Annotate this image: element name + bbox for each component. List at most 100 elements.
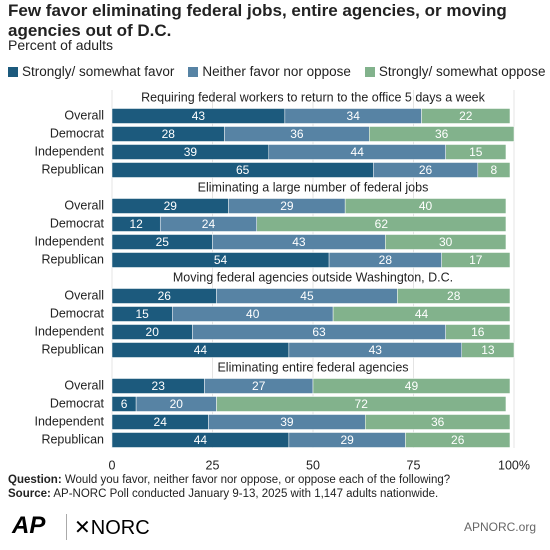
data-label: 8 (491, 163, 498, 177)
norc-logo: ✕NORC (74, 517, 150, 539)
data-label: 62 (375, 217, 389, 231)
data-label: 23 (152, 379, 166, 393)
legend-swatch (364, 66, 375, 77)
data-label: 16 (471, 325, 485, 339)
bar-segment (405, 432, 511, 448)
data-label: 29 (164, 199, 178, 213)
group-title: Eliminating a large number of federal jo… (198, 180, 429, 194)
data-label: 43 (192, 109, 206, 123)
bar-segment (445, 324, 511, 340)
data-label: 44 (351, 145, 365, 159)
legend-item: Strongly/ somewhat oppose (364, 64, 546, 79)
category-label: Democrat (50, 396, 105, 410)
data-label: 12 (129, 217, 143, 231)
group-title: Requiring federal workers to return to t… (141, 90, 485, 104)
legend-swatch (8, 66, 18, 77)
data-label: 28 (447, 289, 461, 303)
data-label: 25 (156, 235, 170, 249)
legend: Strongly/ somewhat favor Neither favor no… (8, 64, 546, 79)
data-label: 15 (469, 145, 483, 159)
data-label: 22 (459, 109, 473, 123)
data-label: 29 (340, 433, 354, 447)
bar-segment (332, 306, 511, 322)
bar-segment (421, 108, 511, 124)
category-label: Republican (41, 162, 104, 176)
chart: 0 25 50 75 100% Requiring federal workers to … (34, 90, 530, 472)
chart-title: Few favor eliminating federal jobs, enti… (8, 1, 507, 40)
legend-label: Strongly/ somewhat favor (22, 64, 175, 79)
legend-item: Neither favor nor oppose (188, 64, 351, 79)
data-label: 65 (236, 163, 250, 177)
bar-segment (344, 198, 507, 214)
data-label: 36 (290, 127, 304, 141)
data-label: 29 (280, 199, 294, 213)
data-label: 40 (246, 307, 260, 321)
legend-swatch (188, 66, 199, 77)
category-label: Republican (41, 252, 104, 266)
data-label: 39 (280, 415, 294, 429)
data-label: 43 (292, 235, 306, 249)
chart-subtitle: Percent of adults (8, 37, 114, 53)
source-label: Source: (8, 488, 51, 500)
data-label: 17 (469, 253, 483, 267)
website: APNORC.org (463, 520, 536, 534)
category-label: Democrat (50, 216, 105, 230)
x-tick-label: 25 (206, 458, 220, 472)
category-label: Independent (34, 234, 104, 248)
bar-segment (365, 414, 511, 430)
data-label: 6 (121, 397, 128, 411)
data-label: 28 (162, 127, 176, 141)
group-title: Eliminating entire federal agencies (217, 360, 408, 374)
category-label: Overall (64, 378, 104, 392)
data-label: 54 (214, 253, 228, 267)
category-label: Democrat (50, 126, 105, 140)
legend-label: Neither favor nor oppose (202, 64, 351, 79)
ap-logo: AP (12, 512, 46, 539)
data-label: 39 (184, 145, 198, 159)
bar-segment (385, 234, 507, 250)
data-label: 26 (158, 289, 172, 303)
data-label: 63 (312, 325, 326, 339)
bar-segment (216, 396, 507, 412)
bar-segment (461, 342, 515, 358)
data-label: 49 (405, 379, 419, 393)
group-title: Moving federal agencies outside Washingt… (173, 270, 453, 284)
logo-separator (66, 514, 67, 540)
source-text: AP-NORC Poll conducted January 9-13, 202… (53, 488, 439, 500)
data-label: 45 (300, 289, 314, 303)
data-label: 26 (419, 163, 433, 177)
category-label: Independent (34, 414, 104, 428)
data-label: 26 (451, 433, 465, 447)
question-label: Question: (8, 474, 62, 486)
question-note: Question: Would you favor, neither favor… (8, 473, 450, 487)
category-label: Republican (41, 342, 104, 356)
data-label: 40 (419, 199, 433, 213)
category-label: Independent (34, 144, 104, 158)
data-label: 72 (355, 397, 369, 411)
data-label: 43 (369, 343, 383, 357)
data-label: 28 (379, 253, 393, 267)
data-label: 24 (154, 415, 168, 429)
logos: AP ✕NORC APNORC.org (8, 512, 542, 542)
category-label: Independent (34, 324, 104, 338)
legend-item: Strongly/ somewhat favor (8, 64, 174, 79)
bar-segment (445, 144, 507, 160)
category-label: Overall (64, 198, 104, 212)
question-text: Would you favor, neither favor nor oppos… (64, 474, 451, 486)
bar-segment (256, 216, 507, 232)
data-label: 44 (194, 433, 208, 447)
category-label: Democrat (50, 306, 105, 320)
x-tick-label: 100% (498, 458, 530, 472)
category-label: Republican (41, 432, 104, 446)
category-label: Overall (64, 288, 104, 302)
bar-segment (397, 288, 511, 304)
bar-segment (369, 126, 515, 142)
data-label: 30 (439, 235, 453, 249)
category-label: Overall (64, 108, 104, 122)
footer: Question: Would you favor, neither favor… (8, 473, 450, 501)
x-tick-label: 50 (306, 458, 320, 472)
data-label: 36 (435, 127, 449, 141)
legend-label: Strongly/ somewhat oppose (378, 64, 546, 79)
data-label: 34 (347, 109, 361, 123)
